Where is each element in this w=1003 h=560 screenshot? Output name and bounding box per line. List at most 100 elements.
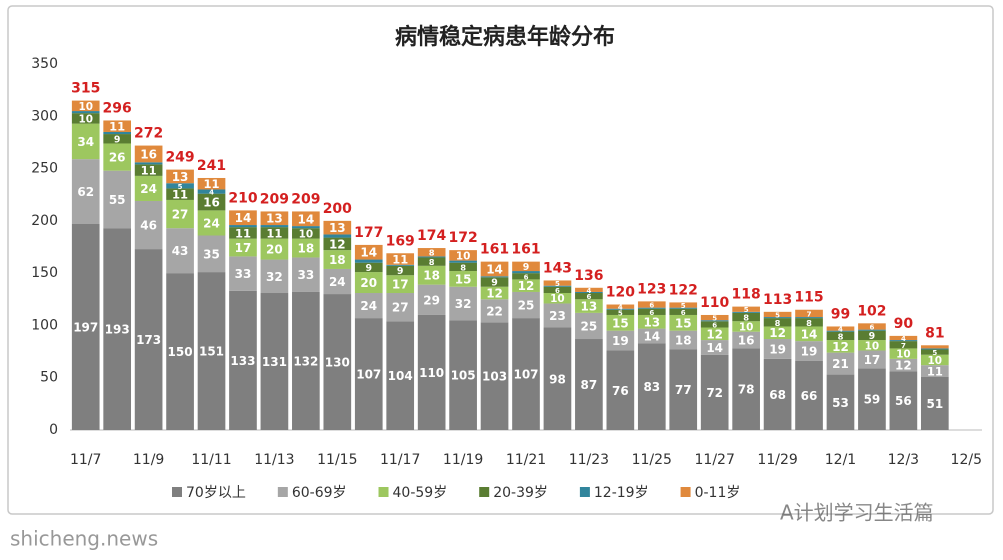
bar-segment xyxy=(103,131,132,135)
bar-segment xyxy=(700,314,729,321)
value-label: 33 xyxy=(298,268,315,282)
total-label: 99 xyxy=(831,306,850,322)
bar-segment xyxy=(134,175,163,201)
bar-segment xyxy=(134,162,163,165)
value-label: 14 xyxy=(801,327,818,341)
value-label: 15 xyxy=(612,316,629,330)
total-label: 118 xyxy=(732,287,761,303)
bar-segment xyxy=(480,286,509,300)
total-label: 209 xyxy=(260,191,289,207)
value-label: 18 xyxy=(329,253,346,267)
bar-segment xyxy=(134,249,163,430)
bar-segment xyxy=(763,317,792,319)
bar-segment xyxy=(858,350,886,369)
value-label: 56 xyxy=(895,394,912,408)
bar-segment xyxy=(732,348,760,430)
bar-segment xyxy=(763,318,792,327)
bar-segment xyxy=(700,340,729,355)
value-label: 197 xyxy=(73,320,98,334)
bar-segment xyxy=(449,286,477,321)
bar-segment xyxy=(386,265,415,276)
x-tick-label: 11/13 xyxy=(254,452,294,468)
value-label: 4 xyxy=(618,304,623,312)
total-label: 241 xyxy=(197,158,226,174)
value-label: 12 xyxy=(895,359,912,373)
value-label: 103 xyxy=(482,370,507,384)
x-tick-label: 11/11 xyxy=(191,452,231,468)
value-label: 26 xyxy=(109,151,126,165)
bar-segment xyxy=(763,326,792,340)
total-label: 136 xyxy=(574,268,603,284)
bar-segment xyxy=(858,330,886,341)
total-label: 102 xyxy=(857,303,886,319)
total-label: 123 xyxy=(637,281,666,297)
total-label: 161 xyxy=(480,242,509,258)
bar-segment xyxy=(795,317,823,319)
value-label: 132 xyxy=(293,354,318,368)
bar-segment xyxy=(71,159,100,224)
bar-segment xyxy=(197,272,226,430)
value-label: 10 xyxy=(550,293,565,305)
bar-segment xyxy=(543,286,572,294)
value-label: 5 xyxy=(681,302,686,310)
total-label: 296 xyxy=(103,100,132,116)
value-label: 5 xyxy=(712,315,717,323)
value-label: 15 xyxy=(455,272,472,286)
bar-segment xyxy=(637,301,666,308)
y-tick-label: 0 xyxy=(49,422,58,438)
x-tick-label: 11/27 xyxy=(695,452,735,468)
bar-segment xyxy=(323,294,352,430)
value-label: 104 xyxy=(388,369,413,383)
value-label: 10 xyxy=(78,113,93,125)
bar-segment xyxy=(669,302,698,308)
bar-segment xyxy=(700,327,729,341)
value-label: 4 xyxy=(901,335,906,343)
bar-segment xyxy=(575,291,603,294)
bar-segment xyxy=(637,343,666,430)
bar-segment xyxy=(543,303,572,328)
bar-segment xyxy=(826,326,855,331)
value-label: 24 xyxy=(329,275,346,289)
value-label: 12 xyxy=(832,340,849,354)
value-label: 4 xyxy=(586,287,591,295)
bar-segment xyxy=(323,268,352,295)
bar-segment xyxy=(795,318,823,327)
value-label: 12 xyxy=(329,237,346,251)
value-label: 10 xyxy=(299,228,314,240)
value-label: 21 xyxy=(832,357,849,371)
value-label: 12 xyxy=(769,326,786,340)
bar-segment xyxy=(134,200,163,250)
bar-segment xyxy=(889,348,918,359)
bar-segment xyxy=(292,226,320,229)
value-label: 11 xyxy=(204,177,220,191)
value-label: 78 xyxy=(738,383,755,397)
bar-segment xyxy=(197,235,226,273)
value-label: 105 xyxy=(451,369,476,383)
value-label: 7 xyxy=(806,309,811,318)
value-label: 19 xyxy=(801,345,818,359)
value-label: 9 xyxy=(523,262,530,273)
bar-segment xyxy=(480,299,509,323)
value-label: 20 xyxy=(266,243,283,257)
value-label: 10 xyxy=(739,321,754,333)
bar-segment xyxy=(826,330,855,332)
bar-segment xyxy=(417,248,446,257)
total-label: 90 xyxy=(894,316,914,332)
value-label: 6 xyxy=(681,309,686,317)
value-label: 35 xyxy=(203,247,220,261)
bar-segment xyxy=(575,312,603,340)
bar-segment xyxy=(889,340,918,342)
bar-segment xyxy=(386,253,415,265)
total-label: 81 xyxy=(925,325,944,341)
value-label: 107 xyxy=(356,368,381,382)
value-label: 13 xyxy=(643,315,660,329)
value-label: 9 xyxy=(869,331,876,342)
value-label: 16 xyxy=(203,196,220,210)
value-label: 4 xyxy=(838,326,843,334)
total-label: 122 xyxy=(669,282,698,298)
bar-segment xyxy=(449,260,477,263)
value-label: 18 xyxy=(298,242,315,256)
value-label: 9 xyxy=(397,266,404,277)
bar-segment xyxy=(858,368,886,430)
bar-segment xyxy=(543,293,572,304)
